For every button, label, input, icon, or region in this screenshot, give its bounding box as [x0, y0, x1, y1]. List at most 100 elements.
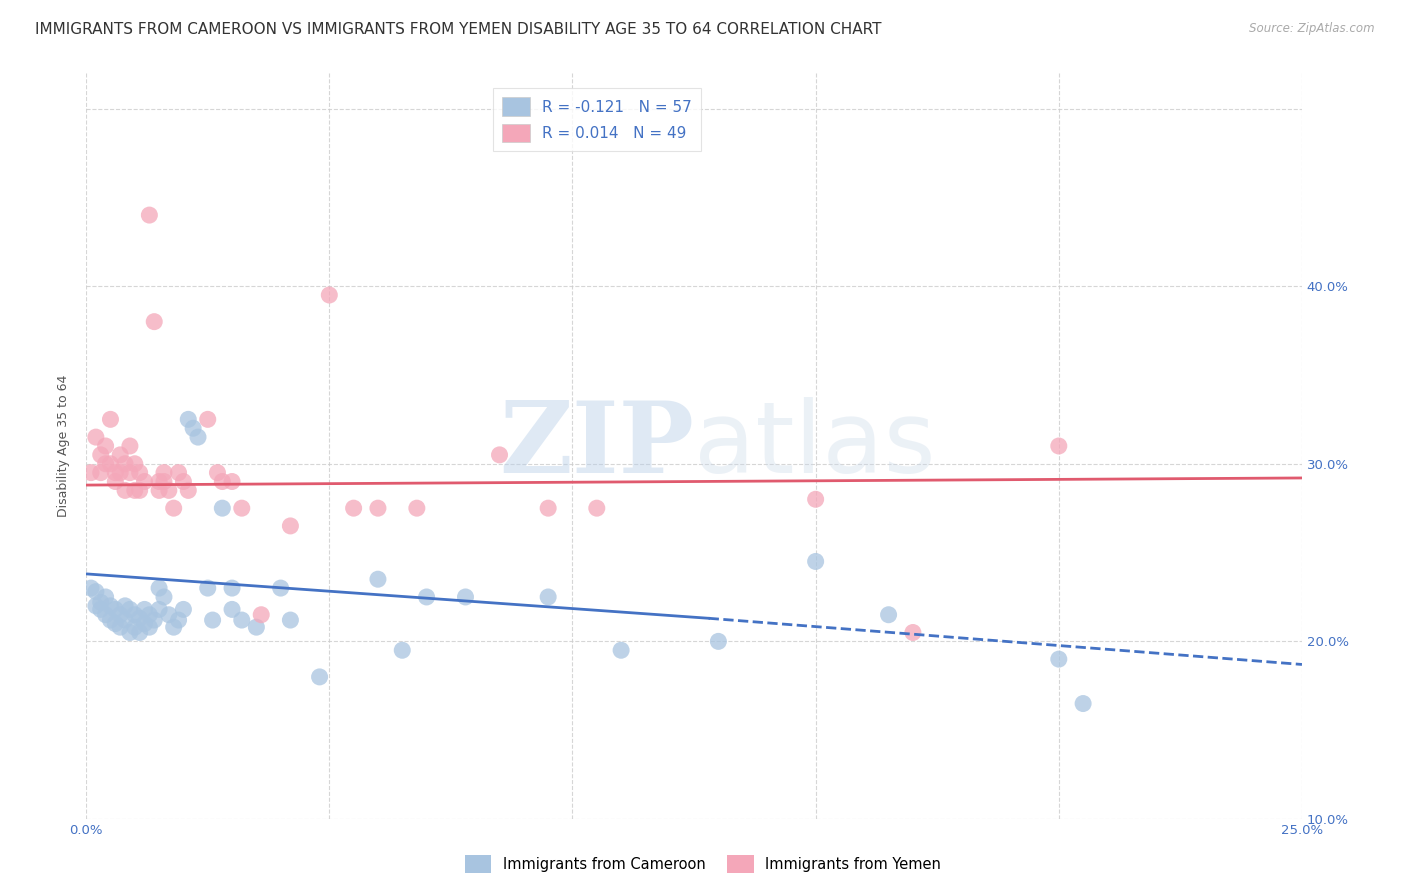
Point: [108, 448, 131, 462]
Y-axis label: Disability Age 35 to 64: Disability Age 35 to 64: [58, 375, 70, 517]
Point: [100, 613, 122, 627]
Point: [1071, 697, 1094, 711]
Point: [707, 634, 730, 648]
Point: [134, 475, 156, 489]
Point: [537, 590, 560, 604]
Point: [148, 475, 170, 489]
Point: [148, 483, 170, 498]
Point: [280, 613, 302, 627]
Point: [100, 457, 122, 471]
Point: [391, 643, 413, 657]
Point: [94, 607, 117, 622]
Legend: Immigrants from Cameroon, Immigrants from Yemen: Immigrants from Cameroon, Immigrants fro…: [457, 848, 949, 880]
Point: [90, 466, 112, 480]
Point: [118, 602, 141, 616]
Point: [343, 501, 366, 516]
Point: [367, 572, 389, 586]
Point: [128, 466, 150, 480]
Text: atlas: atlas: [695, 398, 935, 494]
Point: [181, 421, 204, 435]
Point: [197, 581, 219, 595]
Point: [177, 483, 200, 498]
Point: [211, 501, 233, 516]
Point: [80, 466, 103, 480]
Point: [94, 457, 117, 471]
Point: [114, 457, 136, 471]
Point: [108, 607, 131, 622]
Point: [488, 448, 510, 462]
Point: [207, 466, 229, 480]
Point: [108, 466, 131, 480]
Point: [163, 620, 186, 634]
Point: [84, 599, 107, 613]
Point: [318, 288, 340, 302]
Point: [128, 611, 150, 625]
Point: [148, 581, 170, 595]
Point: [163, 501, 186, 516]
Point: [143, 613, 166, 627]
Point: [211, 475, 233, 489]
Point: [80, 581, 103, 595]
Point: [270, 581, 292, 595]
Point: [172, 475, 194, 489]
Text: ZIP: ZIP: [499, 398, 695, 494]
Point: [201, 613, 224, 627]
Point: [157, 483, 180, 498]
Point: [537, 501, 560, 516]
Point: [153, 590, 176, 604]
Point: [90, 448, 112, 462]
Point: [100, 412, 122, 426]
Point: [118, 466, 141, 480]
Point: [157, 607, 180, 622]
Point: [128, 625, 150, 640]
Point: [124, 607, 146, 622]
Point: [94, 439, 117, 453]
Text: IMMIGRANTS FROM CAMEROON VS IMMIGRANTS FROM YEMEN DISABILITY AGE 35 TO 64 CORREL: IMMIGRANTS FROM CAMEROON VS IMMIGRANTS F…: [35, 22, 882, 37]
Point: [367, 501, 389, 516]
Point: [177, 412, 200, 426]
Point: [221, 475, 243, 489]
Point: [90, 602, 112, 616]
Point: [1047, 439, 1070, 453]
Point: [84, 430, 107, 444]
Point: [153, 466, 176, 480]
Point: [138, 607, 160, 622]
Point: [167, 613, 190, 627]
Point: [124, 483, 146, 498]
Point: [118, 439, 141, 453]
Point: [308, 670, 330, 684]
Point: [187, 430, 209, 444]
Point: [114, 613, 136, 627]
Point: [134, 602, 156, 616]
Point: [124, 457, 146, 471]
Point: [104, 475, 127, 489]
Point: [124, 620, 146, 634]
Point: [143, 315, 166, 329]
Point: [585, 501, 607, 516]
Point: [114, 483, 136, 498]
Point: [104, 602, 127, 616]
Point: [118, 625, 141, 640]
Point: [231, 501, 253, 516]
Point: [250, 607, 273, 622]
Point: [197, 412, 219, 426]
Point: [245, 620, 267, 634]
Point: [94, 590, 117, 604]
Point: [221, 602, 243, 616]
Point: [100, 599, 122, 613]
Point: [138, 620, 160, 634]
Point: [901, 625, 924, 640]
Point: [804, 492, 827, 507]
Point: [104, 466, 127, 480]
Point: [231, 613, 253, 627]
Point: [610, 643, 633, 657]
Point: [90, 595, 112, 609]
Point: [167, 466, 190, 480]
Point: [877, 607, 900, 622]
Point: [454, 590, 477, 604]
Point: [108, 620, 131, 634]
Point: [221, 581, 243, 595]
Point: [138, 208, 160, 222]
Legend: R = -0.121   N = 57, R = 0.014   N = 49: R = -0.121 N = 57, R = 0.014 N = 49: [494, 88, 700, 152]
Point: [128, 483, 150, 498]
